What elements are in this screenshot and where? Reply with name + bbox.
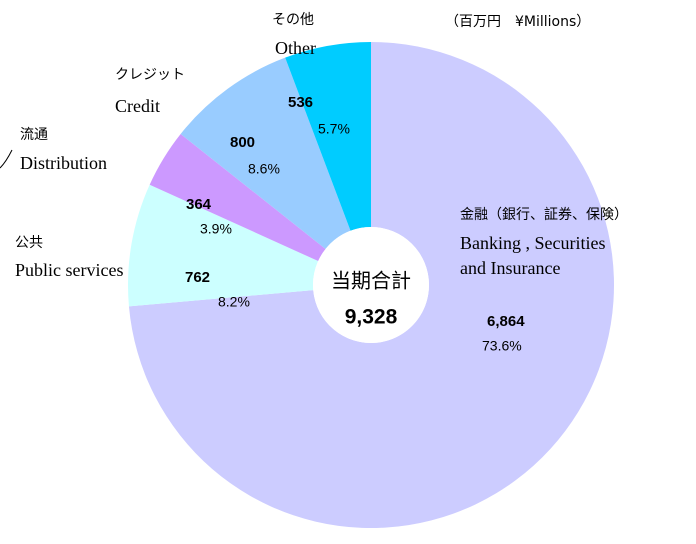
donut-segment <box>149 133 326 262</box>
percentage-label: 5.7% <box>318 121 350 137</box>
category-label-en: and Insurance <box>460 258 560 278</box>
donut-segment <box>285 42 371 231</box>
leader-line <box>0 149 13 169</box>
donut-segment <box>127 184 319 307</box>
category-label-en: Other <box>275 38 316 58</box>
category-label: その他 <box>272 12 314 28</box>
value-label: 364 <box>186 196 212 213</box>
category-label: 金融（銀行、証券、保険） <box>460 207 628 223</box>
percentage-label: 8.6% <box>248 161 280 177</box>
donut-hole <box>313 227 429 343</box>
category-label: 流通 <box>20 127 48 143</box>
category-label-en: Credit <box>115 96 160 116</box>
category-label-en: Public services <box>15 260 123 280</box>
percentage-label: 3.9% <box>200 221 232 237</box>
center-label: 当期合計 <box>331 269 411 293</box>
value-label: 762 <box>185 269 210 286</box>
donut-segment <box>180 57 351 249</box>
center-total: 9,328 <box>345 306 398 329</box>
category-label-en: Banking , Securities <box>460 233 605 253</box>
donut-segment <box>128 42 615 528</box>
unit-note: （百万円 ¥Millions） <box>445 14 590 30</box>
category-label: 公共 <box>15 235 43 251</box>
value-label: 536 <box>288 94 313 111</box>
percentage-label: 8.2% <box>218 294 250 310</box>
value-label: 6,864 <box>487 313 525 330</box>
value-label: 800 <box>230 134 255 151</box>
category-label-en: Distribution <box>20 153 107 173</box>
category-label: クレジット <box>115 67 185 83</box>
percentage-label: 73.6% <box>482 338 522 354</box>
